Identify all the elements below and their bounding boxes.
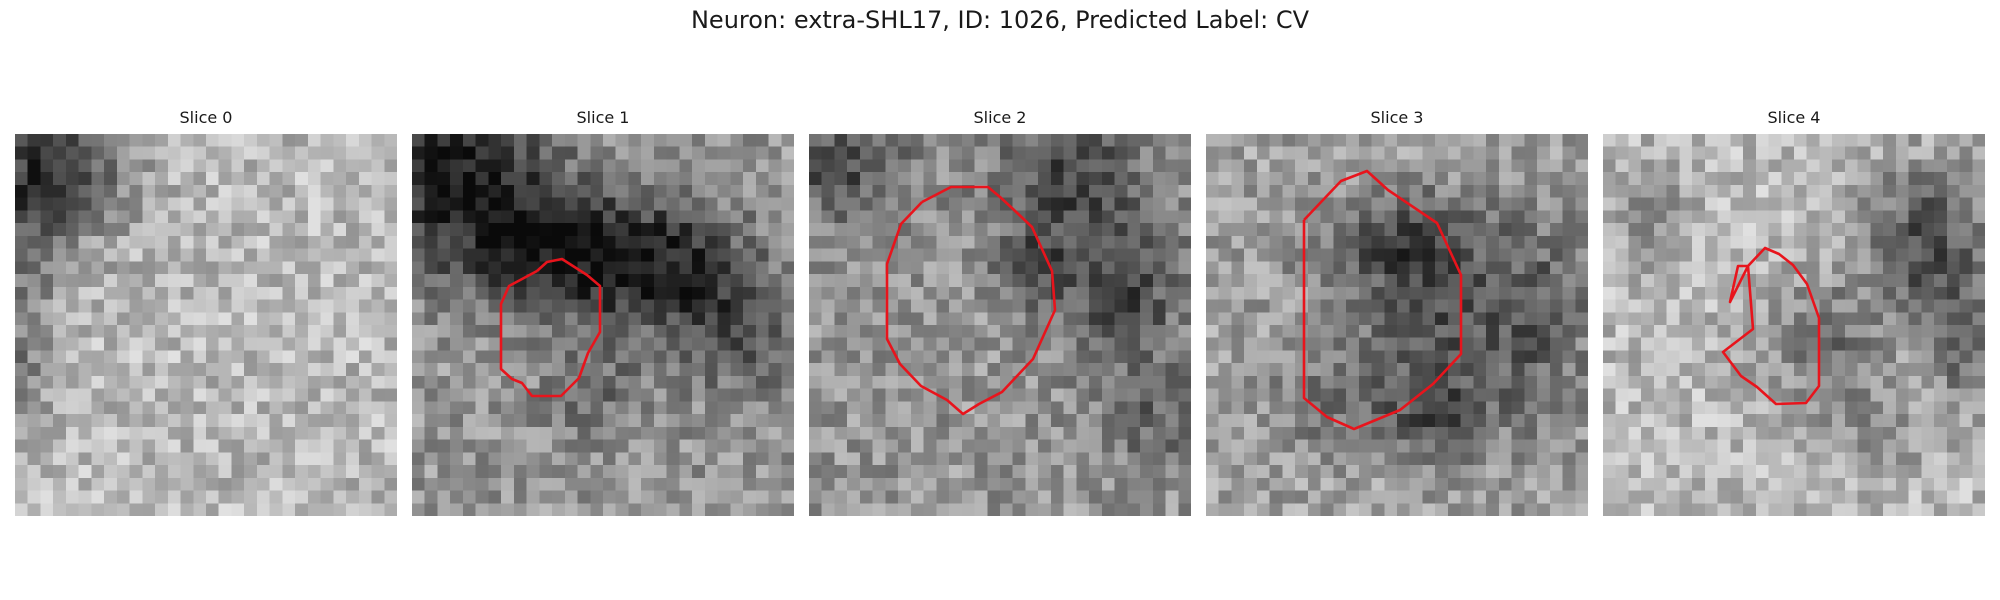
- slice-image: [1206, 134, 1588, 516]
- contour-overlay: [1302, 169, 1463, 431]
- segmentation-contour: [1302, 169, 1463, 431]
- slice-title: Slice 4: [1767, 108, 1821, 127]
- segmentation-contour: [1721, 246, 1821, 406]
- slice-title: Slice 1: [576, 108, 630, 127]
- segmentation-contour: [499, 257, 602, 398]
- segmentation-contour: [885, 185, 1057, 416]
- contour-overlay: [15, 134, 397, 516]
- contour-overlay: [1721, 246, 1821, 406]
- contour-overlay: [499, 257, 602, 398]
- slice-title: Slice 3: [1370, 108, 1424, 127]
- slice-title: Slice 2: [973, 108, 1027, 127]
- slice-image: [15, 134, 397, 516]
- figure-title: Neuron: extra-SHL17, ID: 1026, Predicted…: [690, 6, 1310, 34]
- contour-overlay: [885, 185, 1057, 416]
- slice-image: [1603, 134, 1985, 516]
- slice-image: [412, 134, 794, 516]
- slice-title: Slice 0: [179, 108, 233, 127]
